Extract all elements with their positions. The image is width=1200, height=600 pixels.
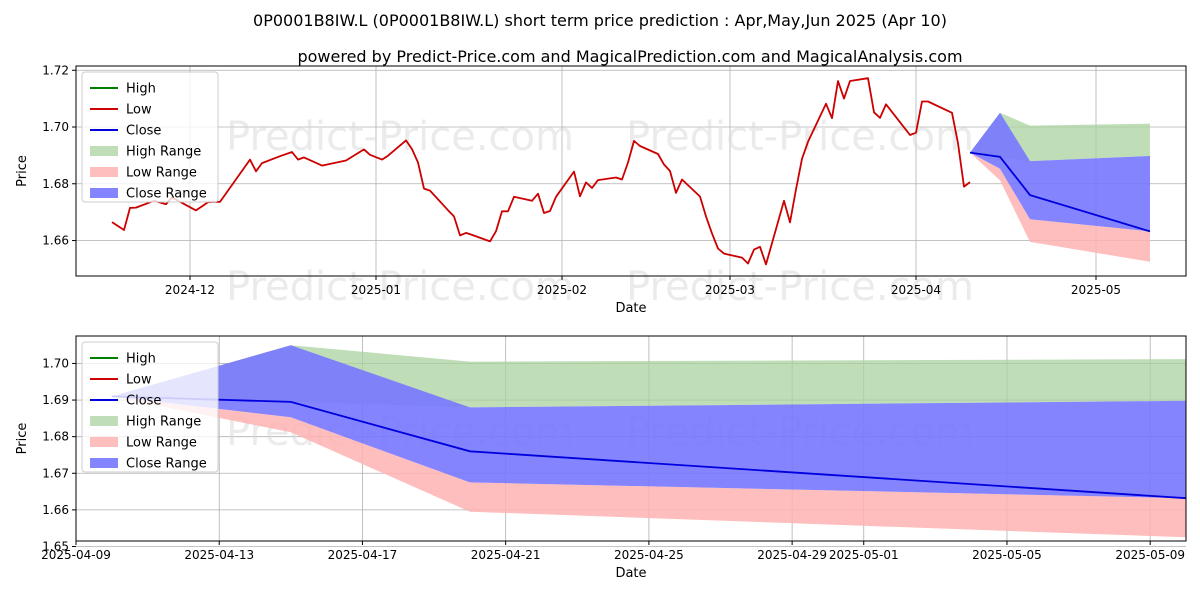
chart-title: 0P0001B8IW.L (0P0001B8IW.L) short term p… [253,11,947,30]
legend-low-range-swatch [90,437,118,447]
plot-frame [75,65,1187,277]
watermark-text: Predict-Price.com [226,114,574,160]
y-axis-label: Price [15,423,30,455]
y-tick-label: 1.66 [42,503,69,517]
y-tick-label: 1.70 [42,356,69,370]
x-tick-label: 2025-01 [351,283,401,297]
legend-low-label: Low [126,373,152,388]
chart-subtitle: powered by Predict-Price.com and Magical… [297,47,962,66]
x-tick-label: 2024-12 [165,283,215,297]
x-tick-label: 2025-04-17 [328,548,398,562]
lower-chart-panel: Predict-Price.comPredict-Price.com2025-0… [15,335,1187,581]
plot-frame [75,335,1187,542]
y-tick-label: 1.65 [42,539,69,553]
y-tick-label: 1.72 [42,63,69,77]
legend-low-label: Low [126,103,152,118]
legend-low-range-swatch [90,167,118,177]
legend-close-range-label: Close Range [126,457,207,472]
y-tick-label: 1.69 [42,393,69,407]
x-tick-label: 2025-05-09 [1115,548,1185,562]
x-tick-label: 2025-04-21 [471,548,541,562]
legend-high-label: High [126,82,156,97]
x-tick-label: 2025-04-29 [757,548,827,562]
legend-high-range-label: High Range [126,145,201,160]
legend-high-range-swatch [90,416,118,426]
plot-area [111,345,1186,538]
close-range-band [970,112,1150,232]
legend-close-label: Close [126,394,161,409]
x-tick-label: 2025-02 [537,283,587,297]
watermark-text: Predict-Price.com [626,114,974,160]
legend-low-range-label: Low Range [126,166,197,181]
watermark-text: Predict-Price.com [626,264,974,310]
plot-area [111,77,1151,266]
x-tick-label: 2025-04 [891,283,941,297]
legend-high-label: High [126,352,156,367]
low-range-band [970,152,1150,262]
x-tick-label: 2025-04-13 [184,548,254,562]
x-tick-label: 2025-05-01 [829,548,899,562]
x-tick-label: 2025-04-09 [41,548,111,562]
y-tick-label: 1.68 [42,177,69,191]
legend-close-label: Close [126,124,161,139]
low-range-band [111,396,1186,538]
legend-close-range-label: Close Range [126,187,207,202]
y-axis-label: Price [15,155,30,187]
low-price-line [111,77,971,266]
legend-close-range-swatch [90,188,118,198]
y-tick-label: 1.66 [42,234,69,248]
x-tick-label: 2025-04-25 [614,548,684,562]
legend-high-range-label: High Range [126,415,201,430]
x-tick-label: 2025-05 [1071,283,1121,297]
y-tick-label: 1.70 [42,120,69,134]
x-axis-label: Date [615,566,646,581]
upper-chart-panel: Predict-Price.com Predict-Price.com Predic… [15,63,1187,316]
y-tick-label: 1.67 [42,466,69,480]
legend-close-range-swatch [90,458,118,468]
close-range-band [111,345,1186,499]
legend-low-range-label: Low Range [126,436,197,451]
x-tick-label: 2025-03 [705,283,755,297]
x-tick-label: 2025-05-05 [972,548,1042,562]
watermark-text: Predict-Price.com [226,264,574,310]
y-tick-label: 1.68 [42,430,69,444]
legend-high-range-swatch [90,146,118,156]
close-forecast-line [969,151,1151,233]
x-axis-label: Date [615,301,646,316]
